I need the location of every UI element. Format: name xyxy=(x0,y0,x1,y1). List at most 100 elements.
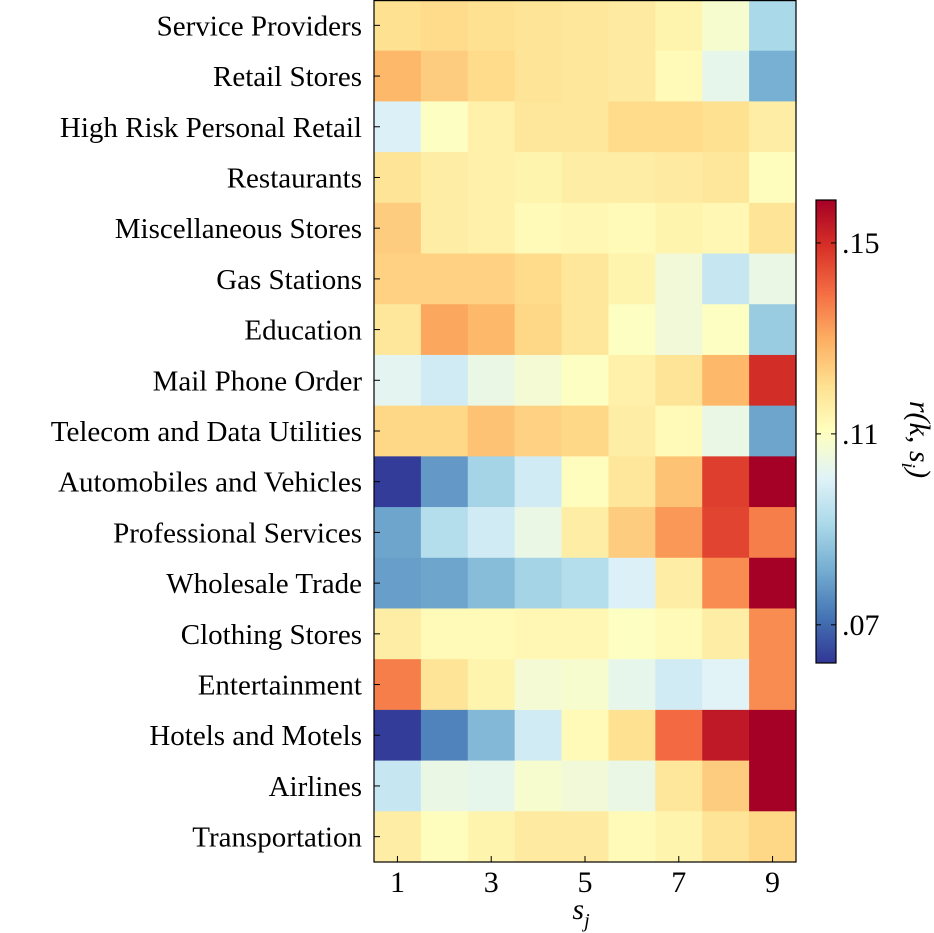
row-label: Hotels and Motels xyxy=(149,720,362,752)
row-label: Restaurants xyxy=(227,162,362,194)
heatmap-cell xyxy=(749,557,797,610)
heatmap-cell xyxy=(655,709,703,762)
x-tick-label: 9 xyxy=(765,866,780,899)
heatmap-cell xyxy=(374,709,422,762)
row-label: Airlines xyxy=(269,771,362,803)
heatmap-cell xyxy=(561,202,610,255)
heatmap-cell xyxy=(467,507,516,559)
heatmap-cell xyxy=(514,101,563,153)
row-label: Telecom and Data Utilities xyxy=(51,416,362,448)
heatmap-cell xyxy=(420,354,469,407)
row-label: Mail Phone Order xyxy=(153,365,363,397)
heatmap-cell xyxy=(467,101,516,153)
heatmap-cell xyxy=(702,456,750,508)
heatmap-cell xyxy=(608,557,656,610)
heatmap-cell xyxy=(514,557,563,610)
heatmap-cell xyxy=(702,304,750,356)
heatmap-cell xyxy=(702,811,750,863)
row-label: Retail Stores xyxy=(213,61,362,93)
heatmap-cell xyxy=(374,557,422,610)
heatmap-cell xyxy=(514,354,563,407)
heatmap-cell xyxy=(374,101,422,153)
heatmap-cell xyxy=(514,304,563,356)
heatmap-cell xyxy=(467,405,516,457)
row-label: Wholesale Trade xyxy=(166,568,362,600)
heatmap-cell xyxy=(420,253,469,305)
heatmap-cell xyxy=(561,608,610,660)
heatmap-cell xyxy=(420,557,469,610)
heatmap-cell xyxy=(420,202,469,255)
heatmap-cell xyxy=(749,101,797,153)
heatmap-cell xyxy=(702,0,750,52)
heatmap-cell xyxy=(702,507,750,559)
heatmap-cell xyxy=(561,405,610,457)
heatmap-cell xyxy=(655,557,703,610)
heatmap-cell xyxy=(420,152,469,204)
row-label: Entertainment xyxy=(198,670,362,702)
heatmap-cell xyxy=(514,253,563,305)
heatmap-cell xyxy=(655,152,703,204)
heatmap-cell xyxy=(608,760,656,812)
heatmap-cell xyxy=(374,608,422,660)
heatmap-cell xyxy=(561,659,610,711)
heatmap-cell xyxy=(702,659,750,711)
heatmap-cell xyxy=(420,0,469,52)
heatmap-cell xyxy=(655,405,703,457)
heatmap-cell xyxy=(467,709,516,762)
colorbar-label: r(k, si) xyxy=(897,401,934,478)
heatmap-cell xyxy=(514,202,563,255)
heatmap-cell xyxy=(467,557,516,610)
heatmap-cell xyxy=(702,608,750,660)
heatmap-cell xyxy=(467,659,516,711)
heatmap-cell xyxy=(749,354,797,407)
heatmap-cell xyxy=(514,760,563,812)
heatmap-cell xyxy=(467,811,516,863)
heatmap-cell xyxy=(702,202,750,255)
heatmap-cell xyxy=(374,507,422,559)
heatmap-cell xyxy=(420,507,469,559)
heatmap-cell xyxy=(749,456,797,508)
heatmap-cell xyxy=(561,101,610,153)
heatmap-cell xyxy=(608,507,656,559)
row-label: Clothing Stores xyxy=(181,619,362,651)
x-axis-ticks: 1 3 5 7 9 xyxy=(390,856,780,899)
row-label: High Risk Personal Retail xyxy=(60,112,362,144)
heatmap-cell xyxy=(420,304,469,356)
heatmap-cell xyxy=(608,659,656,711)
heatmap-cell xyxy=(608,152,656,204)
heatmap-cell xyxy=(749,507,797,559)
heatmap-cell xyxy=(702,101,750,153)
heatmap-cell xyxy=(467,608,516,660)
heatmap-cell xyxy=(702,354,750,407)
heatmap-cell xyxy=(608,811,656,863)
heatmap-cell xyxy=(374,0,422,52)
heatmap-cell xyxy=(420,760,469,812)
heatmap-cell xyxy=(749,608,797,660)
heatmap-cell xyxy=(749,811,797,863)
colorbar-tick-label: .11 xyxy=(842,418,878,451)
heatmap-cell xyxy=(467,202,516,255)
row-label: Professional Services xyxy=(113,517,362,549)
row-label: Automobiles and Vehicles xyxy=(58,467,362,499)
heatmap-cell xyxy=(702,405,750,457)
heatmap-cell xyxy=(561,760,610,812)
row-label: Service Providers xyxy=(157,10,362,42)
heatmap-cell xyxy=(561,811,610,863)
heatmap-cell xyxy=(561,0,610,52)
heatmap-cell xyxy=(655,202,703,255)
heatmap-cell xyxy=(655,507,703,559)
heatmap-cell xyxy=(655,760,703,812)
heatmap-cell xyxy=(655,456,703,508)
heatmap-cell xyxy=(749,405,797,457)
heatmap-cell xyxy=(655,0,703,52)
heatmap-cell xyxy=(702,152,750,204)
heatmap-cell xyxy=(561,709,610,762)
heatmap-cell xyxy=(561,456,610,508)
heatmap-cell xyxy=(374,811,422,863)
heatmap-cell xyxy=(655,608,703,660)
heatmap-cell xyxy=(608,608,656,660)
x-tick-label: 1 xyxy=(390,866,405,899)
row-label: Gas Stations xyxy=(216,264,362,296)
heatmap-cell xyxy=(608,456,656,508)
heatmap-cell xyxy=(374,253,422,305)
